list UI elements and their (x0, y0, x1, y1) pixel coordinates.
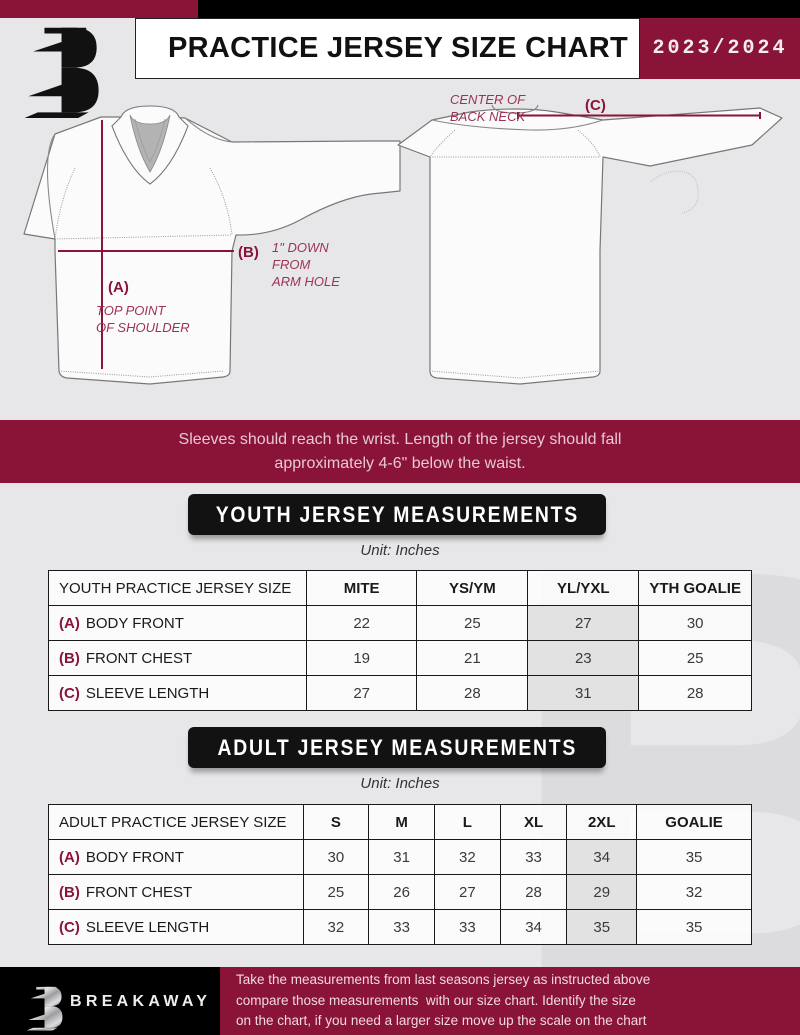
svg-text:(C): (C) (585, 97, 606, 114)
svg-text:TOP POINT: TOP POINT (96, 303, 166, 318)
svg-text:1" DOWN: 1" DOWN (272, 240, 329, 255)
svg-text:CENTER OF: CENTER OF (450, 92, 526, 107)
svg-text:ARM HOLE: ARM HOLE (271, 274, 340, 289)
svg-text:(A): (A) (108, 279, 129, 296)
svg-text:OF SHOULDER: OF SHOULDER (96, 320, 190, 335)
svg-text:BACK NECK: BACK NECK (450, 109, 526, 124)
svg-text:FROM: FROM (272, 257, 310, 272)
svg-text:(B): (B) (238, 244, 259, 261)
